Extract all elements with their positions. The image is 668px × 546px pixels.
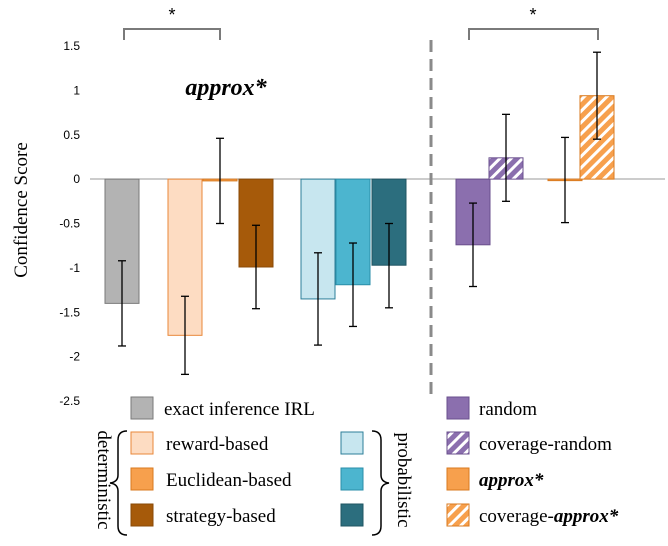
legend-swatch-coverage-approx [446,503,470,527]
legend-label-random: random [479,399,537,420]
y-tick-label: -1 [69,261,80,275]
legend-label-coverage-prefix: coverage- [479,506,554,527]
legend-label-coverage-approx: coverage-approx* [479,506,619,527]
legend-swatch-random [446,396,470,420]
significance-star-left: * [168,5,175,25]
legend-swatch-strategy-based-probabilistic [340,503,364,527]
legend-label-exact-inference-irl: exact inference IRL [164,399,315,420]
legend-swatch-exact-inference-irl [130,396,154,420]
y-tick-label: 0 [73,172,80,186]
deterministic-brace [109,430,128,536]
legend-swatch-reward-based-probabilistic [340,431,364,455]
y-tick-label: -2.5 [59,394,80,408]
legend-label-euclidean-based: Euclidean-based [166,470,292,491]
legend-swatch-approx [446,467,470,491]
y-axis-label: Confidence Score [11,142,32,278]
bars-group [104,51,615,376]
legend-label-coverage-random: coverage-random [479,434,612,455]
significance-star-right: * [529,5,536,25]
y-tick-label: -0.5 [59,217,80,231]
significance-bracket-right [468,28,599,40]
legend-label-coverage-approx-emph: approx* [554,506,619,527]
legend-swatch-coverage-random [446,431,470,455]
y-tick-label: 1.5 [63,39,80,53]
legend: exact inference IRL random deterministic… [93,396,619,536]
legend-label-strategy-based: strategy-based [166,506,276,527]
y-tick-label: 0.5 [63,128,80,142]
y-tick-label: -1.5 [59,305,80,319]
legend-swatch-reward-based-deterministic [130,431,154,455]
legend-label-reward-based: reward-based [166,434,269,455]
probabilistic-brace [371,430,390,536]
group-label-deterministic: deterministic [93,430,114,529]
legend-label-approx: approx* [479,470,544,491]
approx-annotation: approx* [185,75,267,101]
group-label-probabilistic: probabilistic [393,433,414,528]
y-tick-label: 1 [73,83,80,97]
y-axis: 1.5 1 0.5 0 -0.5 -1 -1.5 -2 -2.5 [59,39,80,408]
y-tick-label: -2 [69,350,80,364]
legend-swatch-euclidean-based-deterministic [130,467,154,491]
legend-swatch-euclidean-based-probabilistic [340,467,364,491]
significance-bracket-left [123,28,221,40]
legend-swatch-strategy-based-deterministic [130,503,154,527]
